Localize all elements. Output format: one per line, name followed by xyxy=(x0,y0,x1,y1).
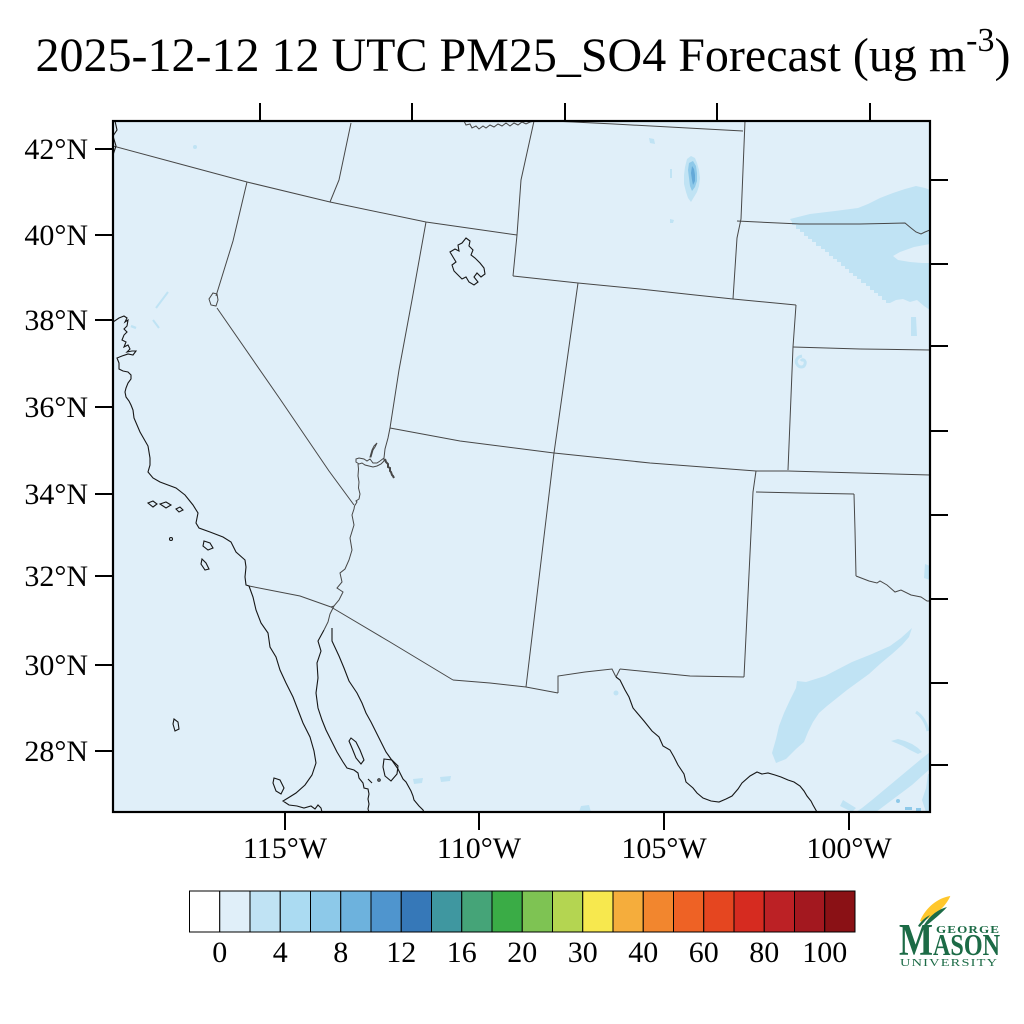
svg-text:16: 16 xyxy=(447,936,477,969)
svg-text:110°W: 110°W xyxy=(437,832,522,865)
svg-text:32°N: 32°N xyxy=(24,560,88,593)
svg-text:80: 80 xyxy=(749,936,779,969)
svg-text:100°W: 100°W xyxy=(806,832,892,865)
svg-text:34°N: 34°N xyxy=(24,478,88,511)
svg-text:38°N: 38°N xyxy=(24,304,88,337)
svg-text:36°N: 36°N xyxy=(24,391,88,424)
svg-text:2025-12-12 12 UTC PM25_SO4 For: 2025-12-12 12 UTC PM25_SO4 Forecast (ug … xyxy=(36,22,1011,82)
svg-text:0: 0 xyxy=(212,936,227,969)
svg-text:40°N: 40°N xyxy=(24,219,88,252)
svg-text:ASON: ASON xyxy=(933,927,1000,962)
svg-text:40: 40 xyxy=(628,936,658,969)
svg-text:8: 8 xyxy=(333,936,348,969)
svg-text:12: 12 xyxy=(386,936,416,969)
svg-text:30: 30 xyxy=(568,936,598,969)
svg-text:42°N: 42°N xyxy=(24,133,88,166)
svg-text:M: M xyxy=(899,915,933,965)
svg-text:20: 20 xyxy=(507,936,537,969)
svg-text:G E O R G E: G E O R G E xyxy=(936,924,999,936)
svg-text:28°N: 28°N xyxy=(24,735,88,768)
svg-text:4: 4 xyxy=(273,936,288,969)
svg-text:60: 60 xyxy=(689,936,719,969)
svg-text:U N I V E R S I T Y: U N I V E R S I T Y xyxy=(900,957,997,969)
svg-text:115°W: 115°W xyxy=(243,832,328,865)
svg-text:30°N: 30°N xyxy=(24,649,88,682)
svg-text:100: 100 xyxy=(802,936,847,969)
svg-text:105°W: 105°W xyxy=(621,832,707,865)
